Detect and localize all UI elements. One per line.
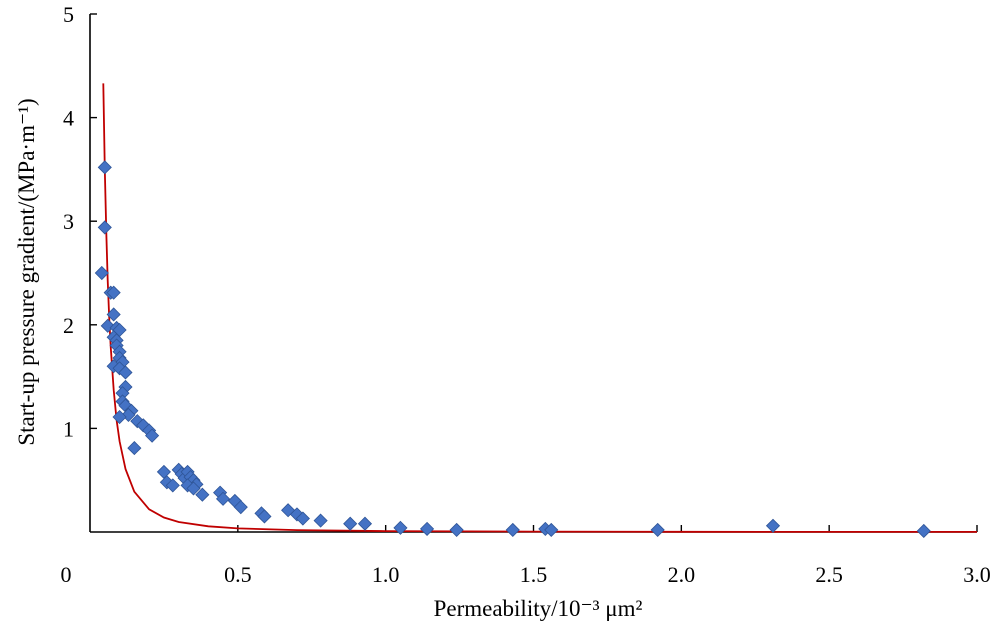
data-point bbox=[916, 523, 931, 539]
data-point bbox=[97, 160, 112, 175]
x-tick-label: 2.0 bbox=[668, 562, 696, 587]
y-tick-label: 5 bbox=[63, 2, 74, 27]
data-point bbox=[156, 464, 171, 479]
x-axis-ticks: 0 0.5 1.0 1.5 2.0 2.5 3.0 bbox=[61, 525, 991, 587]
y-axis-title: Start-up pressure gradient/(MPa·m⁻¹) bbox=[14, 98, 39, 445]
x-axis-title: Permeability/10⁻³ μm² bbox=[434, 596, 643, 621]
data-point bbox=[112, 409, 127, 425]
data-point bbox=[505, 522, 520, 537]
data-point bbox=[419, 521, 435, 536]
y-tick-label: 2 bbox=[63, 313, 74, 338]
y-tick-label: 3 bbox=[63, 209, 74, 234]
data-point bbox=[106, 285, 121, 300]
data-point bbox=[195, 487, 210, 502]
x-tick-label: 0 bbox=[61, 562, 72, 587]
data-point bbox=[393, 520, 408, 535]
data-point bbox=[165, 478, 180, 493]
y-axis-ticks: 1 2 3 4 5 bbox=[63, 2, 97, 441]
data-point bbox=[295, 511, 310, 526]
fit-curve-group bbox=[102, 83, 977, 533]
data-points bbox=[94, 160, 931, 539]
x-tick-label: 3.0 bbox=[963, 562, 991, 587]
data-point bbox=[765, 518, 781, 533]
data-point bbox=[650, 522, 665, 537]
y-tick-label: 1 bbox=[63, 416, 74, 441]
data-point bbox=[313, 513, 328, 528]
data-point bbox=[357, 516, 373, 531]
y-tick-label: 4 bbox=[63, 106, 74, 131]
data-point bbox=[449, 522, 464, 537]
data-point bbox=[281, 503, 296, 518]
fit-curve-line bbox=[102, 83, 977, 533]
data-point bbox=[145, 428, 160, 443]
data-point bbox=[257, 509, 272, 524]
x-tick-label: 1.0 bbox=[372, 562, 400, 587]
data-point bbox=[186, 481, 201, 496]
x-tick-label: 2.5 bbox=[815, 562, 843, 587]
data-point bbox=[97, 220, 112, 235]
data-point bbox=[118, 365, 133, 380]
data-point bbox=[343, 516, 358, 531]
x-tick-label: 1.5 bbox=[520, 562, 548, 587]
data-point bbox=[127, 441, 142, 456]
data-point bbox=[94, 265, 109, 281]
chart-axes bbox=[89, 14, 977, 533]
x-tick-label: 0.5 bbox=[224, 562, 252, 587]
data-point bbox=[544, 522, 559, 537]
data-point bbox=[106, 307, 121, 322]
data-point bbox=[215, 491, 231, 506]
data-point bbox=[233, 500, 248, 515]
